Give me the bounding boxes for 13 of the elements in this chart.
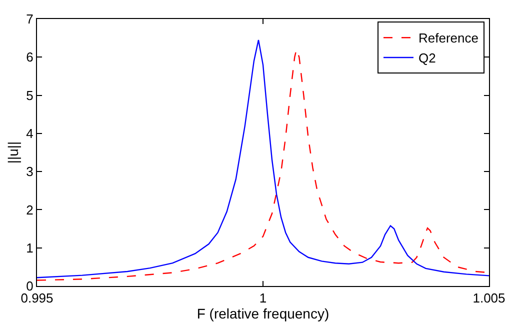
x-tick-label: 1.005 — [472, 290, 506, 306]
y-tick-label: 2 — [26, 202, 34, 218]
y-tick-label: 3 — [26, 164, 34, 180]
legend-label: Q2 — [418, 50, 436, 66]
y-tick-label: 5 — [26, 88, 34, 103]
y-tick-label: 6 — [26, 50, 34, 65]
y-tick-label: 1 — [26, 240, 34, 256]
y-tick-label: 4 — [26, 126, 34, 141]
x-axis-title: F (relative frequency) — [196, 306, 330, 322]
y-tick-label: 7 — [26, 12, 34, 27]
y-axis-title: ||u|| — [4, 141, 21, 164]
x-tick-label: 1 — [259, 290, 267, 306]
legend-label: Reference — [418, 30, 478, 46]
